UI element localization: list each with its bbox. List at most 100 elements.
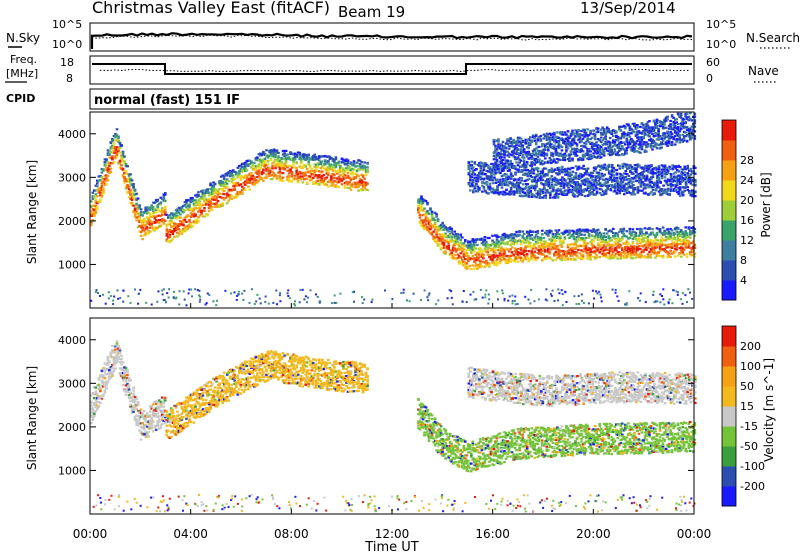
power-cell (678, 234, 681, 237)
power-cell (450, 231, 453, 234)
power-cell (608, 254, 612, 257)
power-cell (613, 243, 617, 246)
power-cell (509, 171, 513, 174)
power-cell (496, 187, 499, 190)
power-cell (481, 181, 484, 184)
power-cell (174, 223, 178, 226)
power-cell (518, 234, 521, 237)
power-cell (559, 243, 562, 246)
power-cell (595, 233, 598, 236)
power-cell (200, 190, 203, 193)
power-cell (127, 177, 131, 180)
power-cell (639, 227, 642, 230)
power-cell (520, 194, 523, 197)
power-cell (481, 170, 484, 173)
power-cell (433, 211, 437, 214)
power-cell (185, 202, 188, 205)
power-cell (265, 173, 268, 176)
power-cell (621, 247, 624, 250)
power-cell (569, 235, 573, 238)
power-cell (551, 259, 555, 262)
power-cell (206, 189, 209, 192)
power-cell (195, 207, 199, 210)
power-cell (477, 256, 481, 259)
power-cell (198, 214, 202, 217)
power-cell (328, 164, 332, 167)
power-cell (167, 236, 170, 239)
power-cell (219, 205, 223, 208)
power-cell (563, 230, 567, 233)
power-cell (486, 251, 490, 254)
power-cell (479, 265, 482, 269)
power-cell (148, 215, 152, 218)
power-cell (557, 248, 561, 251)
power-cell (649, 253, 653, 256)
power-cell (570, 173, 573, 176)
power-cell (513, 247, 517, 250)
power-cell (94, 204, 98, 208)
power-cell (165, 230, 169, 233)
power-cell (271, 167, 274, 170)
power-cell (302, 178, 306, 181)
power-cell (451, 248, 455, 251)
power-cell (480, 253, 484, 256)
power-cell (627, 250, 630, 254)
power-cell (522, 237, 526, 240)
power-cell (94, 193, 98, 196)
power-cell (148, 230, 152, 233)
power-cell (473, 185, 477, 188)
power-cell (302, 155, 306, 158)
power-cell (476, 258, 479, 261)
power-cell (426, 226, 429, 229)
power-cell (235, 172, 238, 175)
power-cell (512, 183, 516, 186)
power-cell (601, 246, 604, 249)
power-cell (424, 214, 428, 217)
power-cell (590, 234, 594, 237)
power-cell (508, 190, 511, 193)
power-cell (461, 250, 464, 253)
power-cell (130, 196, 134, 200)
power-cell (480, 238, 484, 241)
power-cell (482, 178, 486, 181)
power-cell (447, 244, 450, 247)
power-cell (491, 257, 494, 260)
power-cell (658, 241, 662, 244)
power-cell (204, 200, 208, 203)
power-cell (129, 179, 132, 182)
power-cell (512, 179, 516, 182)
power-cell (681, 243, 684, 246)
power-cell (459, 256, 462, 259)
power-cell (577, 235, 580, 238)
power-cell (331, 184, 335, 187)
power-cell (94, 201, 98, 204)
power-cell (118, 159, 122, 162)
power-cell (207, 203, 211, 206)
power-cell (580, 256, 583, 260)
power-cell (296, 176, 300, 179)
power-cell (109, 151, 113, 154)
power-cell (228, 175, 232, 178)
power-cell (210, 185, 214, 188)
power-cell (130, 184, 134, 187)
power-cell (506, 243, 509, 246)
power-cell (106, 161, 110, 164)
power-cell (321, 160, 324, 163)
power-cell (318, 170, 321, 173)
power-cell (470, 183, 474, 186)
power-cell (502, 193, 505, 196)
power-cell (139, 213, 143, 216)
power-cell (487, 164, 490, 167)
power-cell (648, 241, 651, 244)
power-cell (467, 240, 470, 243)
power-cell (293, 157, 297, 160)
power-cell (574, 246, 577, 250)
power-cell (215, 191, 218, 195)
power-cell (277, 156, 280, 159)
power-cell (476, 267, 479, 270)
power-cell (109, 141, 113, 145)
power-cell (328, 180, 332, 183)
power-cell (551, 239, 555, 242)
power-cell (483, 265, 487, 268)
power-cell (624, 169, 628, 173)
